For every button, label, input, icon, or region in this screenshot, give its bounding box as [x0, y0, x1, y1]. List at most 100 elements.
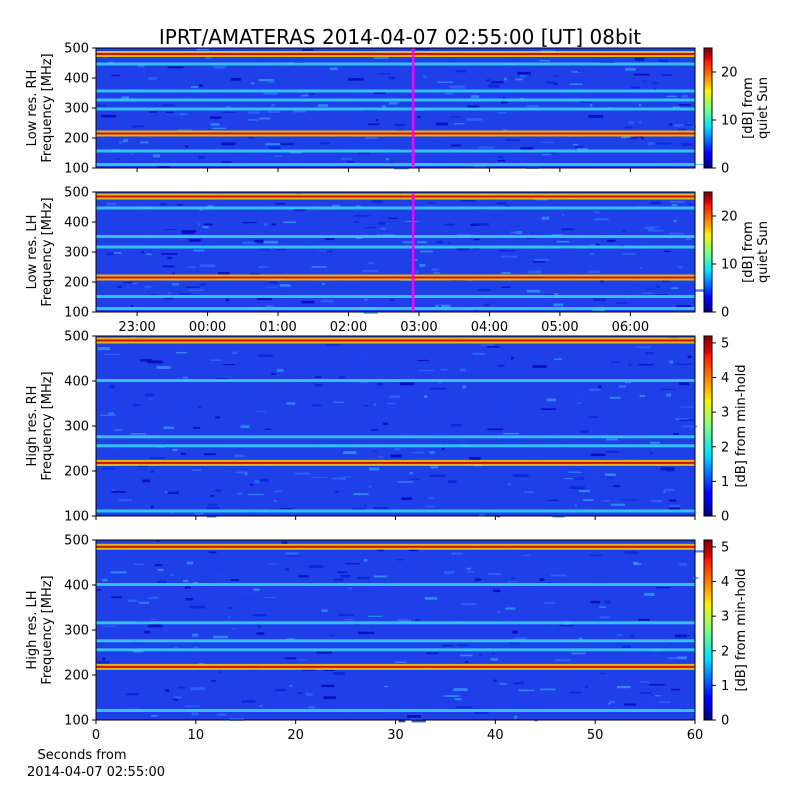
- noise-speck: [323, 74, 336, 76]
- noise-speck: [321, 609, 328, 613]
- noise-speck: [156, 540, 161, 543]
- noise-speck: [511, 577, 516, 579]
- noise-speck: [188, 239, 201, 242]
- noise-speck: [457, 644, 468, 646]
- noise-speck: [259, 117, 270, 120]
- noise-speck: [332, 477, 346, 480]
- noise-speck: [611, 430, 621, 432]
- noise-speck: [635, 57, 645, 61]
- noise-speck: [173, 698, 178, 701]
- noise-speck: [650, 201, 661, 205]
- noise-speck: [354, 221, 359, 223]
- noise-speck: [247, 493, 264, 496]
- noise-speck: [514, 159, 528, 161]
- y-axis-label: Low res. LH: [25, 215, 40, 290]
- noise-speck: [364, 227, 377, 229]
- noise-speck: [194, 513, 204, 515]
- noise-speck: [268, 146, 281, 150]
- noise-speck: [275, 490, 283, 493]
- noise-speck: [408, 549, 418, 552]
- noise-speck: [213, 65, 227, 69]
- noise-speck: [616, 685, 631, 689]
- noise-speck: [208, 551, 217, 554]
- noise-speck: [553, 83, 558, 85]
- x-tick-label: 01:00: [259, 320, 296, 335]
- noise-speck: [276, 249, 287, 251]
- noise-speck: [250, 82, 255, 85]
- noise-speck: [606, 438, 618, 441]
- noise-speck: [341, 476, 352, 478]
- noise-speck: [181, 231, 196, 234]
- noise-speck: [628, 121, 634, 125]
- x-tick-label: 40: [487, 728, 504, 743]
- noise-speck: [666, 469, 674, 472]
- noise-speck: [669, 505, 681, 507]
- noise-speck: [625, 126, 633, 129]
- noise-speck: [415, 619, 421, 622]
- noise-speck: [380, 606, 391, 608]
- emission-band: [96, 379, 695, 382]
- noise-speck: [266, 305, 273, 307]
- noise-speck: [394, 124, 405, 126]
- colorbar-tick-label: 4: [721, 371, 729, 386]
- noise-speck: [329, 634, 335, 637]
- noise-speck: [629, 634, 635, 638]
- noise-speck: [588, 270, 600, 273]
- noise-speck: [569, 486, 585, 489]
- noise-speck: [173, 402, 183, 405]
- noise-speck: [151, 505, 154, 509]
- noise-speck: [487, 428, 504, 431]
- emission-band: [96, 89, 695, 93]
- noise-speck: [625, 67, 636, 71]
- noise-speck: [182, 376, 188, 379]
- noise-speck: [677, 656, 687, 660]
- noise-speck: [666, 95, 677, 98]
- noise-speck: [321, 684, 335, 688]
- noise-speck: [469, 494, 477, 497]
- noise-speck: [97, 104, 107, 106]
- noise-speck: [451, 552, 463, 555]
- noise-speck: [484, 303, 490, 307]
- noise-speck: [193, 646, 199, 649]
- noise-speck: [204, 678, 211, 680]
- noise-speck: [377, 548, 384, 552]
- noise-speck: [575, 146, 584, 149]
- emission-band: [96, 444, 695, 448]
- noise-speck: [465, 661, 469, 664]
- noise-speck: [507, 483, 512, 486]
- noise-speck: [579, 637, 583, 640]
- noise-speck: [365, 137, 378, 139]
- noise-speck: [232, 351, 238, 354]
- noise-speck: [190, 86, 199, 89]
- noise-speck: [259, 478, 269, 482]
- y-axis-label: Frequency [MHz]: [40, 575, 55, 684]
- noise-speck: [153, 154, 161, 158]
- colorbar-tick-label: 0: [721, 510, 729, 525]
- noise-speck: [164, 229, 177, 231]
- noise-speck: [572, 143, 579, 146]
- noise-speck: [167, 292, 171, 294]
- noise-speck: [456, 247, 470, 251]
- noise-speck: [540, 141, 554, 143]
- emission-band-core: [96, 195, 695, 198]
- noise-speck: [437, 81, 453, 83]
- noise-speck: [595, 244, 601, 246]
- noise-speck: [679, 563, 687, 566]
- noise-speck: [207, 503, 218, 506]
- noise-speck: [455, 70, 467, 73]
- noise-speck: [578, 106, 587, 109]
- noise-speck: [97, 661, 110, 664]
- noise-speck: [146, 253, 152, 256]
- noise-speck: [387, 192, 400, 194]
- noise-speck: [402, 241, 412, 244]
- noise-speck: [177, 129, 193, 132]
- noise-speck: [485, 651, 498, 654]
- noise-speck: [534, 258, 550, 261]
- colorbar: [703, 47, 713, 169]
- noise-speck: [438, 305, 442, 308]
- noise-speck: [430, 387, 446, 390]
- noise-speck: [402, 512, 413, 515]
- noise-speck: [398, 481, 413, 483]
- emission-band-core: [96, 461, 695, 464]
